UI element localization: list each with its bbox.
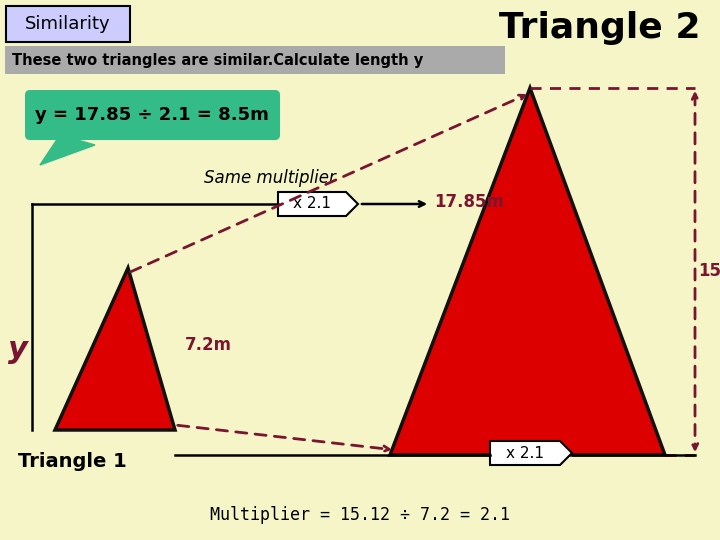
Polygon shape (390, 88, 665, 455)
Text: Similarity: Similarity (25, 15, 111, 33)
Text: y: y (8, 335, 28, 364)
Text: Same multiplier: Same multiplier (204, 169, 336, 187)
Text: Multiplier = 15.12 ÷ 7.2 = 2.1: Multiplier = 15.12 ÷ 7.2 = 2.1 (210, 506, 510, 524)
Text: These two triangles are similar.Calculate length y: These two triangles are similar.Calculat… (12, 52, 423, 68)
Text: 15.12m: 15.12m (698, 262, 720, 280)
Text: x 2.1: x 2.1 (506, 446, 544, 461)
Text: Triangle 2: Triangle 2 (499, 11, 701, 45)
Polygon shape (278, 192, 358, 216)
FancyBboxPatch shape (25, 90, 280, 140)
Text: 7.2m: 7.2m (185, 336, 232, 354)
Polygon shape (490, 441, 572, 465)
Text: Triangle 1: Triangle 1 (18, 452, 127, 471)
Polygon shape (40, 135, 95, 165)
Text: y = 17.85 ÷ 2.1 = 8.5m: y = 17.85 ÷ 2.1 = 8.5m (35, 106, 269, 124)
Text: x 2.1: x 2.1 (293, 197, 331, 212)
FancyBboxPatch shape (6, 6, 130, 42)
Text: 17.85m: 17.85m (434, 193, 504, 211)
Polygon shape (55, 268, 175, 430)
FancyBboxPatch shape (5, 46, 505, 74)
